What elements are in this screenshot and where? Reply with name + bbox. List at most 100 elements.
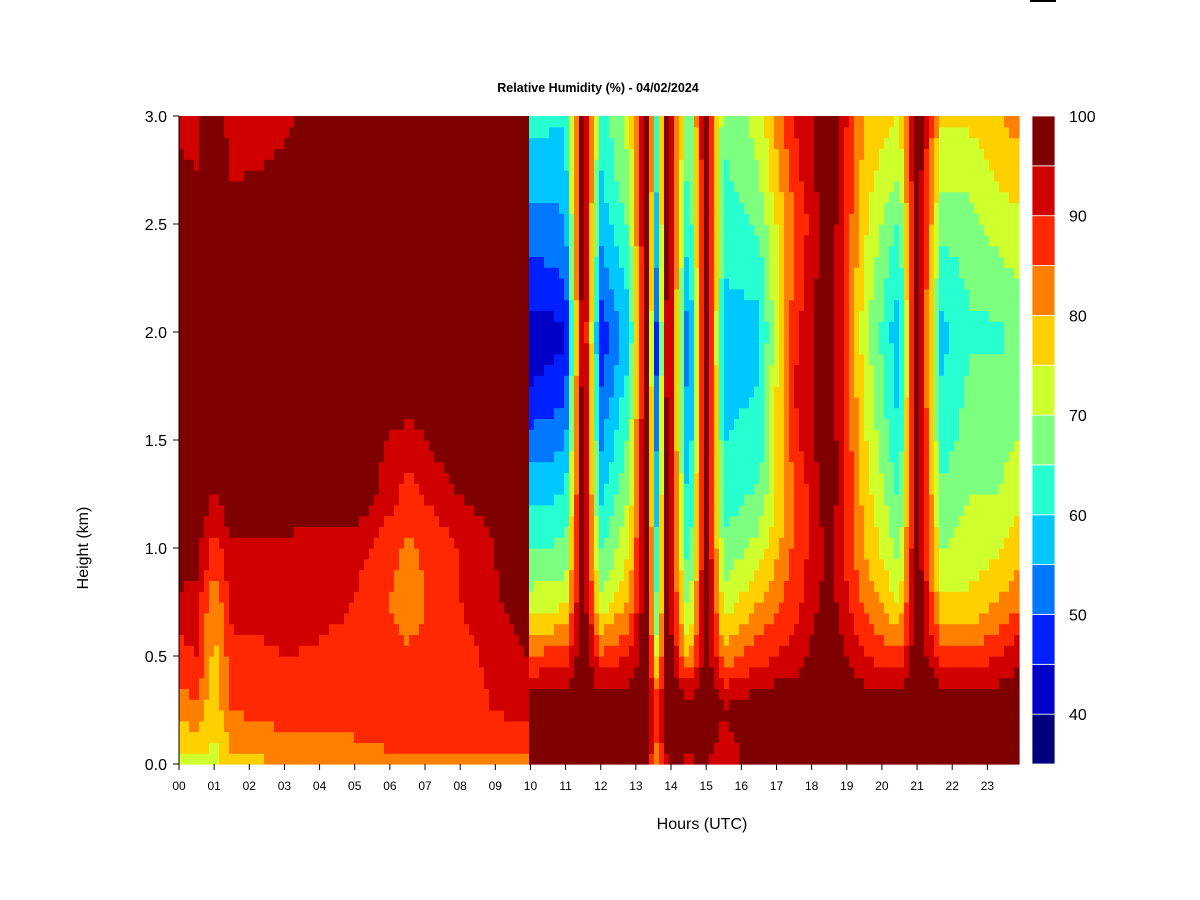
heatmap-cell bbox=[224, 126, 230, 139]
heatmap-cell bbox=[524, 332, 530, 344]
heatmap-cell bbox=[424, 170, 430, 182]
heatmap-cell bbox=[199, 688, 205, 700]
heatmap-cell bbox=[579, 720, 585, 733]
heatmap-cell bbox=[179, 569, 185, 581]
heatmap-cell bbox=[544, 137, 550, 149]
heatmap-cell bbox=[314, 342, 320, 355]
heatmap-cell bbox=[459, 461, 465, 473]
heatmap-cell bbox=[529, 126, 535, 139]
heatmap-cell bbox=[434, 116, 440, 128]
heatmap-cell bbox=[254, 742, 260, 754]
heatmap-cell bbox=[299, 591, 305, 603]
heatmap-cell bbox=[399, 537, 405, 549]
heatmap-cell bbox=[329, 386, 335, 398]
heatmap-cell bbox=[359, 159, 365, 171]
heatmap-cell bbox=[544, 720, 550, 733]
heatmap-cell bbox=[484, 742, 490, 754]
heatmap-cell bbox=[509, 515, 515, 527]
heatmap-cell bbox=[339, 699, 345, 711]
heatmap-cell bbox=[214, 677, 220, 689]
heatmap-cell bbox=[454, 418, 460, 430]
heatmap-cell bbox=[414, 116, 420, 128]
heatmap-cell bbox=[494, 418, 500, 430]
heatmap-cell bbox=[359, 548, 365, 560]
heatmap-cell bbox=[279, 137, 285, 149]
heatmap-cell bbox=[219, 418, 225, 430]
heatmap-cell bbox=[359, 116, 365, 128]
heatmap-cell bbox=[439, 494, 445, 506]
heatmap-cell bbox=[529, 278, 535, 290]
heatmap-cell bbox=[549, 548, 555, 560]
heatmap-cell bbox=[524, 126, 530, 139]
heatmap-cell bbox=[264, 461, 270, 473]
heatmap-cell bbox=[369, 720, 375, 733]
heatmap-cell bbox=[384, 569, 390, 581]
heatmap-cell bbox=[359, 137, 365, 149]
heatmap-cell bbox=[524, 321, 530, 333]
heatmap-cell bbox=[259, 558, 265, 571]
heatmap-cell bbox=[344, 234, 350, 247]
heatmap-cell bbox=[319, 245, 325, 257]
heatmap-cell bbox=[319, 548, 325, 560]
heatmap-cell bbox=[544, 213, 550, 225]
heatmap-cell bbox=[384, 494, 390, 506]
heatmap-cell bbox=[244, 159, 250, 171]
heatmap-cell bbox=[394, 645, 400, 657]
heatmap-cell bbox=[194, 288, 200, 301]
heatmap-cell bbox=[344, 407, 350, 419]
heatmap-cell bbox=[499, 364, 505, 376]
heatmap-cell bbox=[429, 645, 435, 657]
heatmap-cell bbox=[374, 504, 380, 517]
heatmap-cell bbox=[559, 656, 565, 668]
heatmap-cell bbox=[254, 548, 260, 560]
heatmap-cell bbox=[529, 375, 535, 387]
heatmap-cell bbox=[359, 224, 365, 236]
heatmap-cell bbox=[199, 677, 205, 689]
heatmap-cell bbox=[219, 191, 225, 203]
heatmap-cell bbox=[439, 191, 445, 203]
heatmap-cell bbox=[339, 288, 345, 301]
heatmap-cell bbox=[429, 710, 435, 722]
heatmap-cell bbox=[229, 386, 235, 398]
heatmap-cell bbox=[359, 558, 365, 571]
heatmap-cell bbox=[529, 558, 535, 571]
heatmap-cell bbox=[519, 245, 525, 257]
heatmap-cell bbox=[434, 137, 440, 149]
heatmap-cell bbox=[259, 342, 265, 355]
heatmap-cell bbox=[224, 213, 230, 225]
heatmap-cell bbox=[334, 666, 340, 679]
heatmap-cell bbox=[439, 396, 445, 409]
heatmap-cell bbox=[269, 159, 275, 171]
heatmap-cell bbox=[554, 612, 560, 625]
heatmap-cell bbox=[209, 234, 215, 247]
heatmap-cell bbox=[199, 353, 205, 365]
heatmap-cell bbox=[204, 450, 210, 463]
heatmap-cell bbox=[509, 116, 515, 128]
heatmap-cell bbox=[309, 180, 315, 193]
heatmap-cell bbox=[259, 645, 265, 657]
heatmap-cell bbox=[559, 288, 565, 301]
heatmap-cell bbox=[344, 602, 350, 614]
heatmap-cell bbox=[354, 450, 360, 463]
heatmap-cell bbox=[309, 375, 315, 387]
heatmap-cell bbox=[499, 396, 505, 409]
heatmap-cell bbox=[179, 342, 185, 355]
heatmap-cell bbox=[494, 342, 500, 355]
heatmap-cell bbox=[474, 288, 480, 301]
heatmap-cell bbox=[529, 472, 535, 484]
heatmap-cell bbox=[374, 126, 380, 139]
heatmap-cell bbox=[394, 278, 400, 290]
heatmap-cell bbox=[384, 688, 390, 700]
heatmap-cell bbox=[294, 472, 300, 484]
heatmap-cell bbox=[269, 321, 275, 333]
heatmap-cell bbox=[459, 429, 465, 441]
heatmap-cell bbox=[194, 710, 200, 722]
heatmap-cell bbox=[414, 580, 420, 592]
heatmap-cell bbox=[214, 472, 220, 484]
heatmap-cell bbox=[394, 580, 400, 592]
heatmap-cell bbox=[219, 137, 225, 149]
heatmap-cell bbox=[394, 429, 400, 441]
heatmap-cell bbox=[489, 645, 495, 657]
heatmap-cell bbox=[334, 170, 340, 182]
